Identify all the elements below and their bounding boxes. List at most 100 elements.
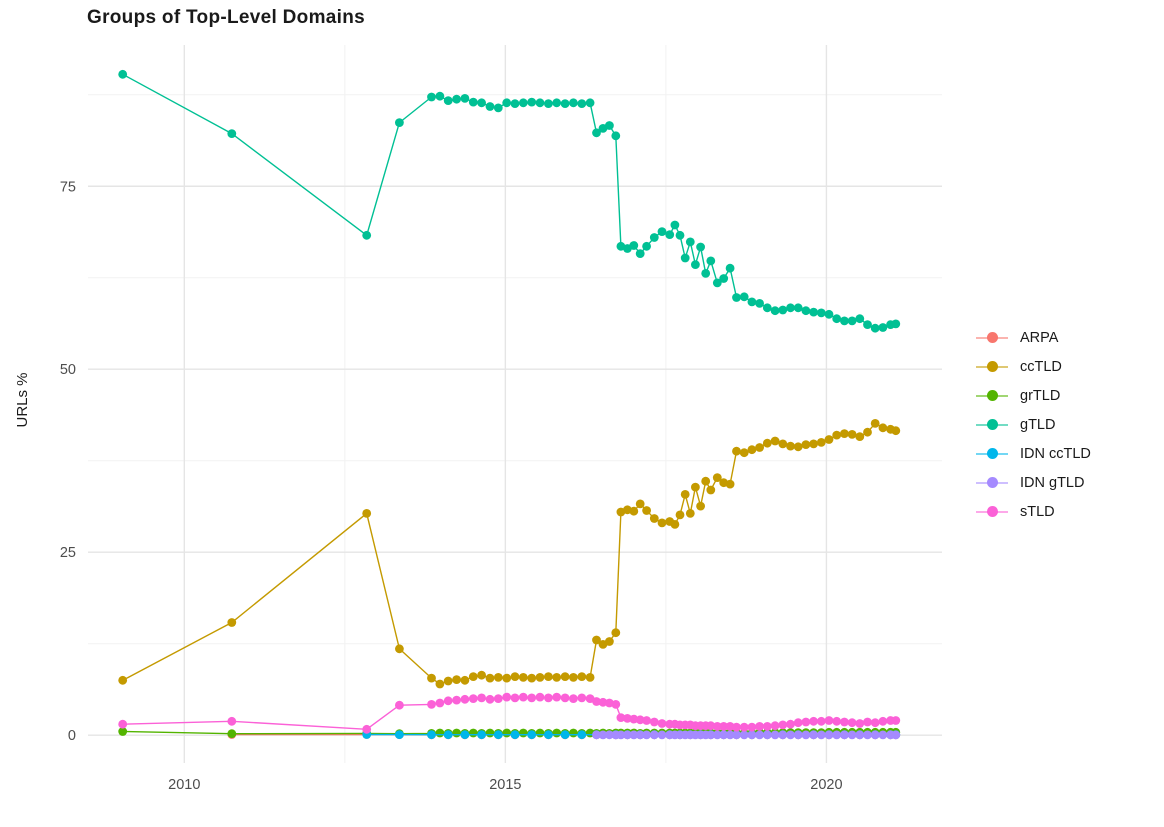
data-point-gtld	[809, 307, 818, 317]
data-point-stld	[824, 716, 834, 725]
data-point-idn-gtld	[592, 730, 601, 740]
legend-label-grtld: grTLD	[1020, 387, 1061, 404]
data-point-idn-gtld	[801, 730, 811, 740]
x-tick-label: 2020	[810, 777, 842, 793]
data-point-idn-gtld	[816, 730, 826, 740]
data-point-grtld	[452, 728, 461, 738]
data-point-gtld	[863, 320, 872, 329]
data-point-stld	[809, 716, 818, 726]
data-point-idn-gtld	[649, 730, 659, 740]
data-point-stld	[878, 716, 888, 726]
data-point-cctld	[452, 675, 461, 684]
data-point-cctld	[510, 672, 520, 681]
data-point-cctld	[642, 506, 651, 515]
data-point-stld	[712, 722, 722, 731]
data-point-stld	[657, 719, 667, 728]
legend-item-idn-cctld: IDN ccTLD	[976, 439, 1091, 468]
data-point-idn-gtld	[598, 730, 608, 740]
data-point-gtld	[502, 98, 512, 108]
data-point-idn-cctld	[510, 730, 520, 740]
data-point-idn-gtld	[786, 730, 795, 740]
data-point-cctld	[493, 673, 503, 682]
data-point-cctld	[118, 675, 128, 685]
data-point-gtld	[452, 94, 461, 104]
data-point-cctld	[696, 501, 705, 511]
data-point-gtld	[855, 314, 865, 324]
data-point-gtld	[427, 92, 436, 102]
data-point-stld	[598, 697, 608, 707]
data-point-idn-gtld	[642, 730, 651, 740]
data-point-cctld	[786, 441, 795, 451]
data-point-gtld	[878, 323, 888, 332]
data-point-idn-cctld	[427, 730, 436, 740]
data-point-grtld	[552, 728, 562, 738]
data-point-stld	[611, 700, 621, 709]
data-point-cctld	[227, 618, 237, 627]
data-point-cctld	[739, 448, 749, 458]
data-point-grtld	[227, 729, 237, 739]
data-point-gtld	[649, 233, 659, 242]
legend-key-icon	[976, 418, 1008, 432]
data-point-gtld	[560, 99, 570, 108]
data-point-idn-gtld	[778, 730, 788, 740]
data-point-cctld	[635, 499, 645, 509]
data-point-cctld	[691, 482, 700, 492]
data-point-cctld	[527, 673, 537, 683]
legend-key-icon	[976, 360, 1008, 374]
data-point-gtld	[801, 306, 811, 316]
data-point-idn-gtld	[855, 730, 865, 740]
data-point-gtld	[847, 316, 857, 326]
data-point-cctld	[362, 509, 372, 518]
data-point-stld	[649, 717, 659, 727]
x-tick-label: 2010	[168, 777, 200, 793]
data-point-gtld	[778, 305, 788, 315]
data-point-gtld	[443, 96, 453, 105]
data-point-stld	[527, 693, 537, 703]
data-point-idn-cctld	[527, 730, 537, 740]
data-point-gtld	[535, 98, 545, 108]
data-point-cctld	[649, 514, 659, 523]
data-point-stld	[719, 722, 729, 731]
series-line-gtld	[122, 73, 896, 329]
data-point-gtld	[518, 98, 528, 108]
legend-label-gtld: gTLD	[1020, 416, 1056, 433]
data-point-idn-gtld	[824, 730, 834, 740]
data-point-stld	[227, 716, 237, 726]
data-point-cctld	[801, 440, 811, 449]
data-point-cctld	[793, 442, 803, 452]
data-point-cctld	[732, 446, 741, 456]
data-point-cctld	[560, 672, 570, 681]
data-point-cctld	[747, 445, 757, 455]
data-point-idn-gtld	[712, 730, 722, 740]
legend-label-idn-gtld: IDN gTLD	[1020, 474, 1085, 491]
data-point-idn-cctld	[477, 730, 486, 740]
data-point-stld	[793, 718, 803, 728]
data-point-cctld	[680, 490, 690, 499]
data-point-gtld	[755, 299, 764, 308]
data-point-cctld	[809, 439, 818, 449]
data-point-gtld	[227, 129, 237, 139]
data-point-gtld	[701, 269, 711, 278]
data-point-gtld	[577, 99, 587, 108]
data-point-stld	[460, 694, 470, 704]
data-point-stld	[629, 714, 639, 724]
y-tick-label: 0	[68, 728, 76, 744]
legend-key-icon	[976, 476, 1008, 490]
legend-key-icon	[976, 505, 1008, 519]
chart-title: Groups of Top-Level Domains	[87, 7, 365, 28]
data-point-idn-gtld	[840, 730, 849, 740]
data-point-cctld	[502, 673, 512, 683]
data-point-gtld	[569, 98, 578, 108]
data-point-stld	[832, 716, 842, 726]
legend-item-grtld: grTLD	[976, 381, 1091, 410]
data-point-stld	[443, 696, 453, 706]
data-point-idn-gtld	[870, 730, 880, 740]
data-point-stld	[468, 694, 478, 703]
data-point-stld	[635, 715, 645, 725]
data-point-cctld	[863, 427, 872, 437]
data-point-gtld	[712, 278, 722, 288]
y-tick-label: 50	[60, 362, 76, 378]
data-point-cctld	[778, 439, 788, 449]
data-point-idn-gtld	[762, 730, 772, 740]
series-line-cctld	[122, 422, 896, 685]
